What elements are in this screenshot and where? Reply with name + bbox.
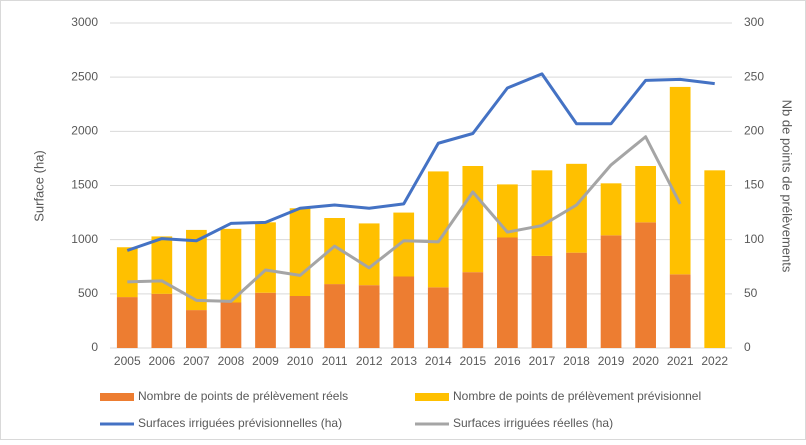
x-tick-label: 2009 xyxy=(252,354,279,368)
bar xyxy=(151,293,173,348)
bar xyxy=(427,171,449,288)
x-tick-label: 2005 xyxy=(114,354,141,368)
x-tick-label: 2016 xyxy=(494,354,521,368)
bar xyxy=(531,170,553,256)
y-tick-label: 500 xyxy=(78,286,98,300)
y2-tick-label: 300 xyxy=(744,15,764,29)
bar xyxy=(151,236,173,294)
bar xyxy=(531,255,553,348)
x-tick-label: 2019 xyxy=(598,354,625,368)
x-tick-label: 2015 xyxy=(459,354,486,368)
legend-label: Nombre de points de prélèvement réels xyxy=(138,389,348,403)
bar xyxy=(393,276,415,348)
bar xyxy=(358,223,380,286)
x-tick-label: 2011 xyxy=(322,354,348,368)
x-tick-label: 2010 xyxy=(287,354,314,368)
y-tick-label: 3000 xyxy=(71,15,98,29)
y2-tick-label: 50 xyxy=(744,286,758,300)
bar xyxy=(635,222,656,348)
y-axis-label: Surface (ha) xyxy=(31,150,46,222)
legend-swatch xyxy=(415,393,449,401)
x-tick-label: 2012 xyxy=(356,354,383,368)
bar xyxy=(255,222,276,293)
bar xyxy=(186,229,207,311)
bar xyxy=(220,228,242,303)
y2-tick-label: 250 xyxy=(744,69,764,83)
bar xyxy=(393,212,415,277)
bar xyxy=(324,218,345,285)
bar xyxy=(116,247,138,298)
y-tick-label: 1000 xyxy=(71,232,98,246)
y2-axis-label: Nb de points de prélèvements xyxy=(780,100,795,273)
y2-tick-label: 200 xyxy=(744,124,764,138)
bar xyxy=(462,272,484,348)
x-tick-label: 2018 xyxy=(563,354,590,368)
bar xyxy=(497,237,518,348)
legend-label: Surfaces irriguées prévisionnelles (ha) xyxy=(138,416,342,430)
bar xyxy=(116,297,138,348)
legend-label: Nombre de points de prélèvement prévisio… xyxy=(453,389,701,403)
bar xyxy=(289,208,311,296)
bar xyxy=(600,183,622,236)
bar xyxy=(704,170,726,348)
x-tick-label: 2022 xyxy=(701,354,728,368)
x-tick-label: 2021 xyxy=(667,354,694,368)
bar xyxy=(289,296,311,348)
x-tick-label: 2017 xyxy=(529,354,556,368)
x-tick-label: 2008 xyxy=(218,354,245,368)
bar xyxy=(462,166,484,273)
y-tick-label: 2500 xyxy=(71,69,98,83)
line xyxy=(127,135,682,303)
bar xyxy=(600,235,622,348)
bar xyxy=(186,310,207,348)
y2-tick-label: 100 xyxy=(744,232,764,246)
bar xyxy=(669,86,691,275)
legend-swatch xyxy=(100,393,134,401)
y2-tick-label: 150 xyxy=(744,178,764,192)
bar xyxy=(324,284,345,348)
y-tick-label: 0 xyxy=(91,340,98,354)
x-tick-label: 2020 xyxy=(632,354,659,368)
x-tick-label: 2013 xyxy=(390,354,417,368)
bar xyxy=(358,285,380,348)
bar xyxy=(669,274,691,348)
line xyxy=(126,72,715,252)
y-tick-label: 2000 xyxy=(71,124,98,138)
bar xyxy=(566,163,587,253)
y2-tick-label: 0 xyxy=(744,340,751,354)
y-tick-label: 1500 xyxy=(71,178,98,192)
x-tick-label: 2006 xyxy=(148,354,175,368)
x-tick-label: 2007 xyxy=(183,354,210,368)
bar xyxy=(427,287,449,348)
bar xyxy=(220,302,242,348)
bar xyxy=(566,252,587,348)
x-tick-label: 2014 xyxy=(425,354,452,368)
legend-label: Surfaces irriguées réelles (ha) xyxy=(453,416,613,430)
bar xyxy=(635,166,656,223)
bar xyxy=(255,292,276,348)
